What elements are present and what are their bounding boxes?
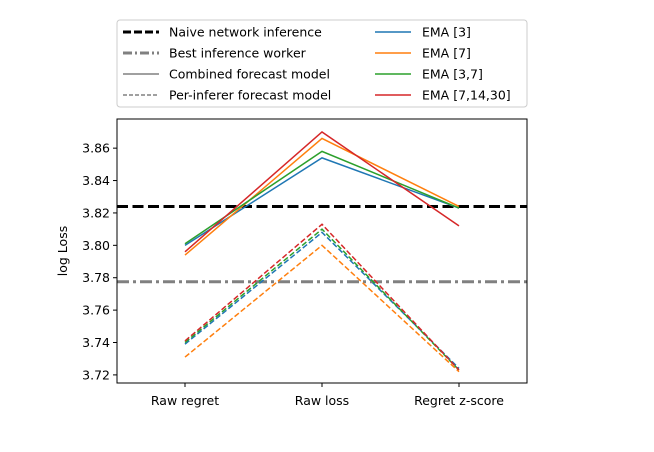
legend-label-ema-3: EMA [3] [422,25,471,40]
ema-3-7-combined-line [184,150,460,245]
x-tick-label: Regret z-score [414,393,504,408]
legend: Naive network inference Best inference wo… [116,19,528,108]
x-tick-label: Raw regret [151,393,219,408]
ema-7-combined-line [184,137,460,256]
y-tick-label: 3.86 [82,141,110,156]
ema-3-per-inferer-line [184,231,460,369]
legend-box [116,19,528,108]
ticks-layer: 3.72 3.74 3.76 3.78 3.80 3.82 3.84 3.86 Raw regr… [82,141,504,408]
legend-label-naive-network-inference: Naive network inference [169,25,322,40]
y-tick-label: 3.76 [82,303,110,318]
y-tick-label: 3.72 [82,367,110,382]
legend-label-combined-forecast-model: Combined forecast model [169,67,330,82]
legend-label-ema-7: EMA [7] [422,46,471,61]
y-tick-label: 3.78 [82,270,110,285]
ema-7-14-30-combined-line [184,131,460,253]
legend-label-per-inferer-forecast-model: Per-inferer forecast model [169,88,331,103]
plot-layer [117,131,527,373]
legend-label-ema-7-14-30: EMA [7,14,30] [422,88,511,103]
y-tick-label: 3.82 [82,205,110,220]
y-axis-label: log Loss [55,226,70,276]
x-tick-label: Raw loss [295,393,349,408]
y-tick-label: 3.74 [82,335,110,350]
legend-label-best-inference-worker: Best inference worker [169,46,307,61]
y-tick-label: 3.84 [82,173,110,188]
ema-3-7-per-inferer-line [184,228,460,371]
ema-7-14-30-per-inferer-line [184,223,460,371]
y-tick-label: 3.80 [82,238,110,253]
legend-label-ema-3-7: EMA [3,7] [422,67,483,82]
ema-7-per-inferer-line [184,244,460,373]
